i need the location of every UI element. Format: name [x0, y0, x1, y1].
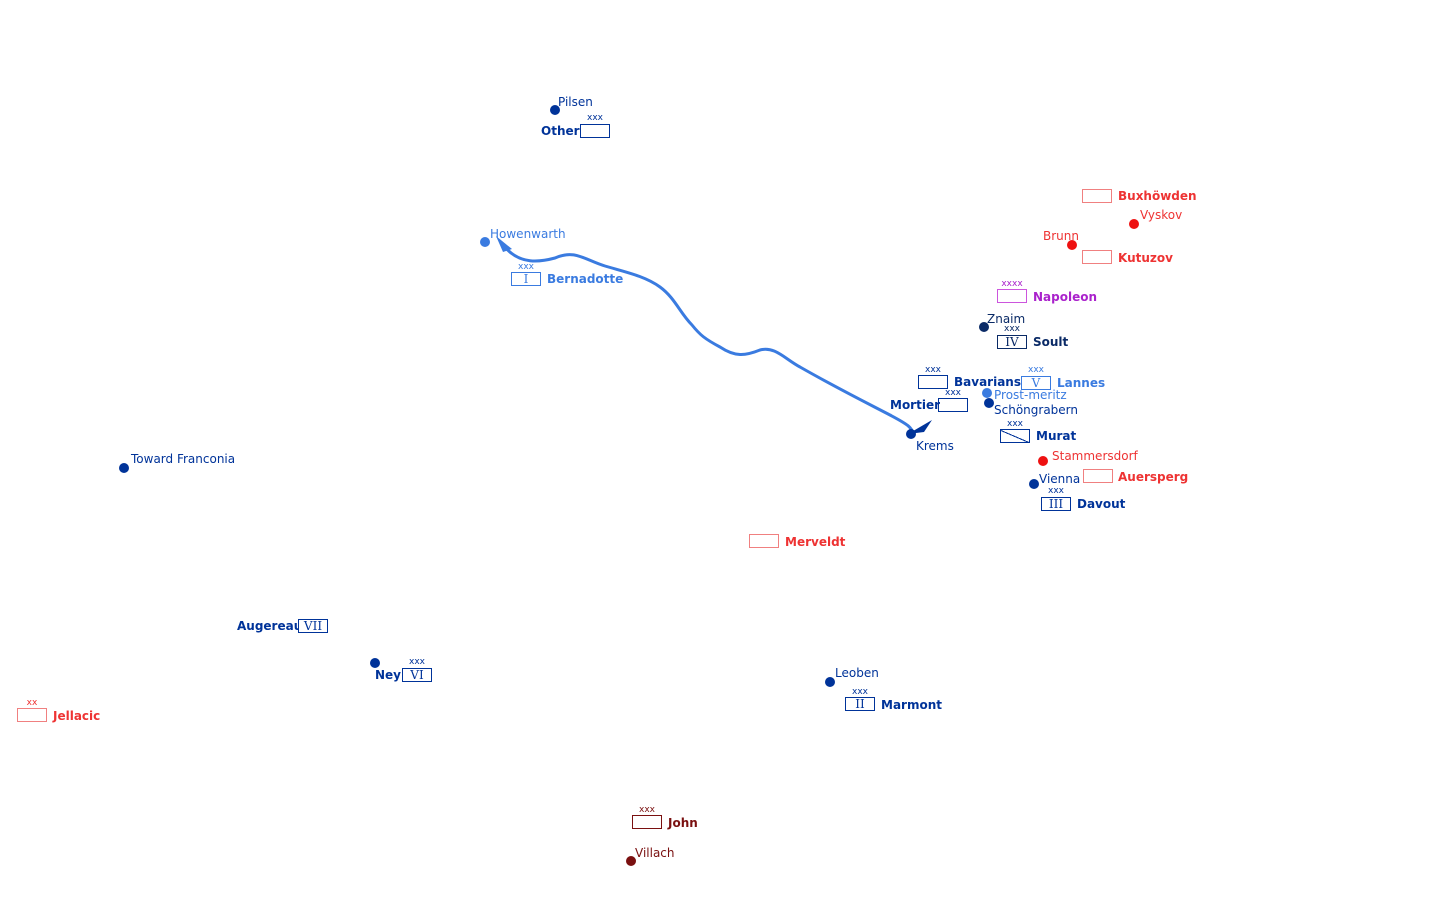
franconia-marker[interactable] — [119, 463, 129, 473]
other-unit-symbol[interactable] — [580, 124, 610, 138]
mortier-unit-symbol[interactable] — [938, 398, 968, 412]
vyskov-marker[interactable] — [1129, 219, 1139, 229]
merveldt-unit-symbol[interactable] — [749, 534, 779, 548]
brunn-label: Brunn — [1043, 229, 1079, 243]
other-echelon: xxx — [587, 113, 603, 123]
villach-marker[interactable] — [626, 856, 636, 866]
brunn-marker[interactable] — [1067, 240, 1077, 250]
marmont-echelon: xxx — [852, 687, 868, 697]
murat-unit-label: Murat — [1036, 429, 1077, 443]
lannes-echelon: xxx — [1028, 365, 1044, 375]
mortier-echelon: xxx — [945, 388, 961, 398]
villach-label: Villach — [635, 846, 675, 860]
stammersdorf-label: Stammersdorf — [1052, 449, 1138, 463]
schongrabern-marker[interactable] — [984, 398, 994, 408]
vyskov-label: Vyskov — [1140, 208, 1183, 222]
route-arrowhead — [496, 236, 512, 252]
prostmeritz-marker[interactable] — [982, 388, 992, 398]
merveldt-unit-label: Merveldt — [785, 535, 846, 549]
lannes-unit-symbol[interactable]: V — [1021, 376, 1051, 390]
jellacic-echelon: xx — [26, 698, 38, 708]
soult-echelon: xxx — [1004, 324, 1020, 334]
buxhowden-unit-symbol[interactable] — [1082, 189, 1112, 203]
schongrabern-label: Schöngrabern — [994, 403, 1078, 417]
davout-echelon: xxx — [1048, 486, 1064, 496]
augereau-unit-label: Augereau — [237, 619, 303, 633]
pilsen-label: Pilsen — [558, 95, 593, 109]
howenwarth-marker[interactable] — [480, 237, 490, 247]
krems-marker[interactable] — [906, 429, 916, 439]
davout-unit-symbol[interactable]: III — [1041, 497, 1071, 511]
kutuzov-unit-label: Kutuzov — [1118, 251, 1173, 265]
bavarians-unit-symbol[interactable] — [918, 375, 948, 389]
bernadotte-route-arrow — [503, 245, 915, 438]
stammersdorf-marker[interactable] — [1038, 456, 1048, 466]
ney-unit-label: Ney — [375, 668, 402, 682]
vienna-label: Vienna — [1039, 472, 1081, 486]
auersperg-unit-label: Auersperg — [1118, 470, 1189, 484]
kutuzov-unit-symbol[interactable] — [1082, 250, 1112, 264]
leoben-label: Leoben — [835, 666, 879, 680]
murat-unit-symbol[interactable] — [1000, 429, 1030, 443]
marmont-unit-label: Marmont — [881, 698, 942, 712]
franconia-label: Toward Franconia — [131, 452, 236, 466]
jellacic-unit-label: Jellacic — [53, 709, 101, 723]
napoleon-echelon: xxxx — [1001, 279, 1023, 289]
mortier-unit-label: Mortier — [890, 398, 941, 412]
john-unit-label: John — [668, 816, 698, 830]
bavarians-unit-label: Bavarians — [954, 375, 1021, 389]
leoben-marker[interactable] — [825, 677, 835, 687]
howenwarth-label: Howenwarth — [490, 227, 566, 241]
soult-unit-symbol[interactable]: IV — [997, 335, 1027, 349]
other-unit-label: Other — [541, 124, 580, 138]
ney-location-marker[interactable] — [370, 658, 380, 668]
davout-unit-label: Davout — [1077, 497, 1126, 511]
ney-echelon: xxx — [409, 657, 425, 667]
john-echelon: xxx — [639, 805, 655, 815]
prostmeritz-label: Prost-meritz — [994, 388, 1067, 402]
soult-unit-label: Soult — [1033, 335, 1069, 349]
bernadotte-unit-symbol[interactable]: I — [511, 272, 541, 286]
augereau-unit-symbol[interactable]: VII — [298, 619, 328, 633]
znaim-label: Znaim — [987, 312, 1026, 326]
bernadotte-unit-label: Bernadotte — [547, 272, 624, 286]
lannes-unit-label: Lannes — [1057, 376, 1106, 390]
znaim-marker[interactable] — [979, 322, 989, 332]
jellacic-unit-symbol[interactable] — [17, 708, 47, 722]
murat-echelon: xxx — [1007, 419, 1023, 429]
john-unit-symbol[interactable] — [632, 815, 662, 829]
auersperg-unit-symbol[interactable] — [1083, 469, 1113, 483]
bernadotte-echelon: xxx — [518, 262, 534, 272]
napoleon-unit-symbol[interactable] — [997, 289, 1027, 303]
napoleon-unit-label: Napoleon — [1033, 290, 1098, 304]
ney-unit-symbol[interactable]: VI — [402, 668, 432, 682]
krems-label: Krems — [916, 439, 954, 453]
bavarians-echelon: xxx — [925, 365, 941, 375]
buxhowden-unit-label: Buxhöwden — [1118, 189, 1197, 203]
vienna-marker[interactable] — [1029, 479, 1039, 489]
marmont-unit-symbol[interactable]: II — [845, 697, 875, 711]
pilsen-marker[interactable] — [550, 105, 560, 115]
